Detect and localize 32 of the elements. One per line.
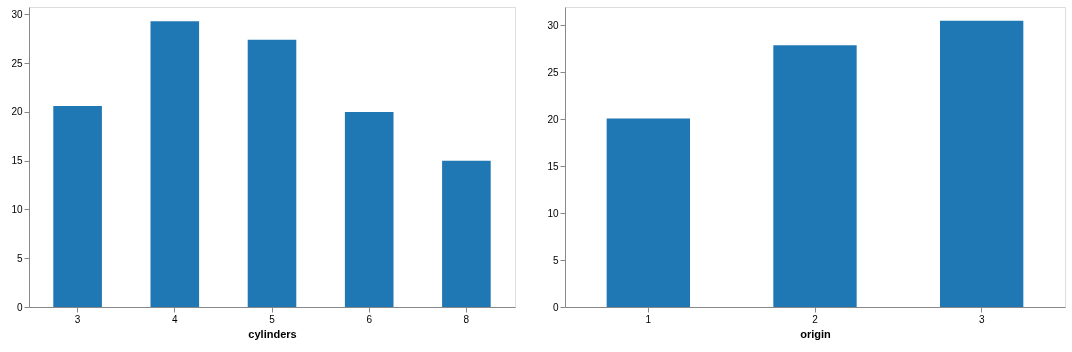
bar xyxy=(442,160,491,307)
y-tick-label: 15 xyxy=(547,160,559,172)
x-axis-title: origin xyxy=(800,327,832,340)
x-tick-label: 3 xyxy=(74,313,81,325)
y-tick-label: 0 xyxy=(552,301,559,313)
bar xyxy=(247,39,297,307)
x-tick-label: 3 xyxy=(978,313,985,325)
bar xyxy=(940,20,1024,307)
x-tick-label: 4 xyxy=(172,313,179,325)
y-tick-label: 5 xyxy=(552,254,559,266)
bar xyxy=(150,21,200,307)
bar xyxy=(773,45,857,307)
bar xyxy=(606,118,690,307)
y-tick-label: 10 xyxy=(547,207,559,219)
bar xyxy=(344,111,394,307)
y-tick-label: 15 xyxy=(11,155,23,167)
x-tick-label: 5 xyxy=(269,313,276,325)
y-tick-label: 0 xyxy=(16,301,23,313)
y-tick-label: 5 xyxy=(16,252,23,264)
y-tick-label: 20 xyxy=(11,106,23,118)
bar xyxy=(53,106,102,307)
x-tick-label: 6 xyxy=(366,313,373,325)
y-tick-label: 30 xyxy=(547,19,559,31)
y-tick-label: 25 xyxy=(11,57,23,69)
y-tick-label: 25 xyxy=(547,66,559,78)
x-axis-title: cylinders xyxy=(248,327,297,340)
y-tick-label: 20 xyxy=(547,113,559,125)
x-tick-label: 1 xyxy=(645,313,652,325)
x-tick-label: 2 xyxy=(812,313,819,325)
y-tick-label: 10 xyxy=(11,203,23,215)
y-tick-label: 30 xyxy=(11,8,23,20)
x-tick-label: 8 xyxy=(463,313,470,325)
